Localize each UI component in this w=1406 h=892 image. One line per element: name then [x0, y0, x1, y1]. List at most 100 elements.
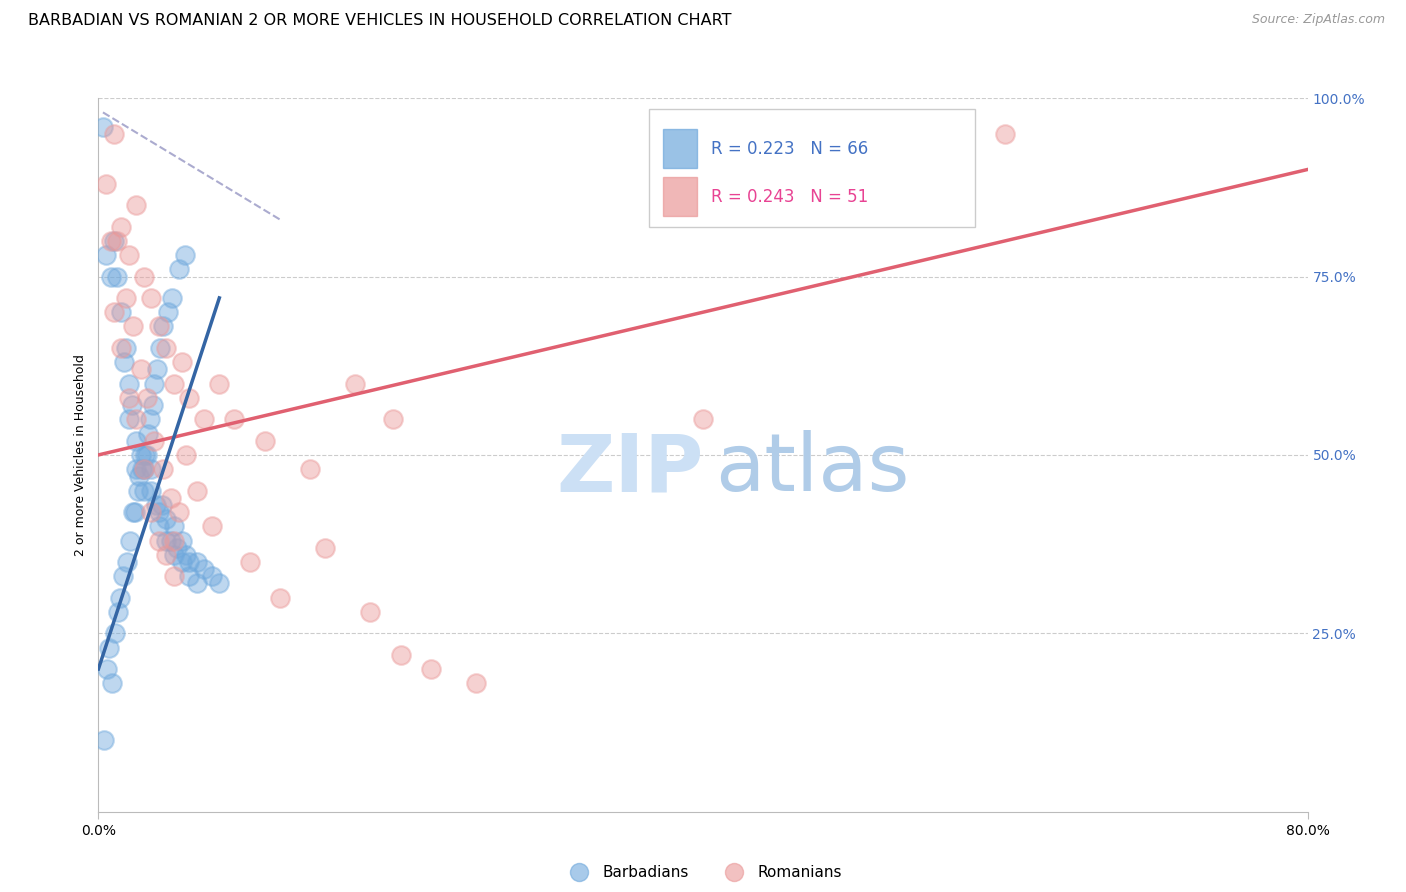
Point — [692, 412, 714, 426]
Point — [105, 269, 128, 284]
Point — [118, 248, 141, 262]
Point — [166, 541, 188, 555]
Point — [141, 291, 163, 305]
Point — [120, 533, 142, 548]
Point — [170, 533, 193, 548]
Point — [420, 662, 443, 676]
Point — [186, 555, 208, 569]
Text: BARBADIAN VS ROMANIAN 2 OR MORE VEHICLES IN HOUSEHOLD CORRELATION CHART: BARBADIAN VS ROMANIAN 2 OR MORE VEHICLES… — [28, 13, 731, 29]
Point — [115, 555, 138, 569]
Point — [186, 483, 208, 498]
Point — [100, 234, 122, 248]
Point — [162, 291, 184, 305]
Point — [110, 219, 132, 234]
Legend: Barbadians, Romanians: Barbadians, Romanians — [558, 859, 848, 886]
Point — [125, 198, 148, 212]
Point — [122, 505, 145, 519]
Point — [179, 391, 201, 405]
Point — [139, 412, 162, 426]
Point — [110, 305, 132, 319]
Point — [155, 548, 177, 562]
Point — [101, 676, 124, 690]
Point — [174, 448, 197, 462]
Point — [155, 341, 177, 355]
Point — [179, 569, 201, 583]
Point — [132, 462, 155, 476]
Point — [160, 533, 183, 548]
Point — [129, 448, 152, 462]
Point — [146, 362, 169, 376]
Text: ZIP: ZIP — [557, 430, 704, 508]
Point — [148, 505, 170, 519]
Point — [994, 127, 1017, 141]
Point — [141, 505, 163, 519]
Point — [174, 548, 197, 562]
Point — [314, 541, 336, 555]
Point — [299, 462, 322, 476]
Point — [163, 519, 186, 533]
Point — [103, 305, 125, 319]
Point — [201, 569, 224, 583]
Point — [179, 555, 201, 569]
Point — [134, 448, 156, 462]
FancyBboxPatch shape — [648, 109, 976, 227]
Point — [112, 355, 135, 369]
Point — [118, 412, 141, 426]
Point — [155, 512, 177, 526]
Text: R = 0.243   N = 51: R = 0.243 N = 51 — [711, 187, 869, 205]
Point — [135, 391, 157, 405]
Point — [122, 319, 145, 334]
Point — [170, 555, 193, 569]
Point — [114, 341, 136, 355]
Point — [239, 555, 262, 569]
Point — [253, 434, 276, 448]
Point — [110, 341, 132, 355]
Point — [224, 412, 246, 426]
Point — [155, 533, 177, 548]
Point — [93, 733, 115, 747]
Point — [149, 341, 172, 355]
Point — [114, 291, 136, 305]
Point — [129, 362, 152, 376]
Point — [141, 483, 163, 498]
Text: Source: ZipAtlas.com: Source: ZipAtlas.com — [1251, 13, 1385, 27]
Point — [382, 412, 405, 426]
Point — [152, 319, 174, 334]
Point — [186, 576, 208, 591]
Point — [135, 448, 157, 462]
Point — [98, 640, 121, 655]
Point — [145, 498, 167, 512]
Point — [344, 376, 367, 391]
Point — [107, 605, 129, 619]
Point — [125, 462, 148, 476]
Point — [269, 591, 291, 605]
Point — [132, 483, 155, 498]
Point — [173, 248, 195, 262]
Point — [148, 533, 170, 548]
Point — [118, 376, 141, 391]
Point — [94, 248, 117, 262]
Point — [103, 234, 125, 248]
Point — [125, 412, 148, 426]
Point — [131, 462, 153, 476]
Point — [389, 648, 412, 662]
Y-axis label: 2 or more Vehicles in Household: 2 or more Vehicles in Household — [75, 354, 87, 556]
Point — [124, 505, 146, 519]
FancyBboxPatch shape — [664, 128, 697, 168]
FancyBboxPatch shape — [664, 177, 697, 216]
Point — [132, 462, 155, 476]
Point — [128, 469, 150, 483]
Point — [132, 269, 155, 284]
Point — [111, 569, 134, 583]
Point — [360, 605, 382, 619]
Point — [465, 676, 488, 690]
Point — [208, 576, 231, 591]
Point — [163, 533, 186, 548]
Point — [208, 376, 231, 391]
Point — [156, 305, 179, 319]
Point — [91, 120, 114, 134]
Point — [201, 519, 224, 533]
Text: atlas: atlas — [714, 430, 910, 508]
Point — [141, 462, 163, 476]
Point — [118, 391, 141, 405]
